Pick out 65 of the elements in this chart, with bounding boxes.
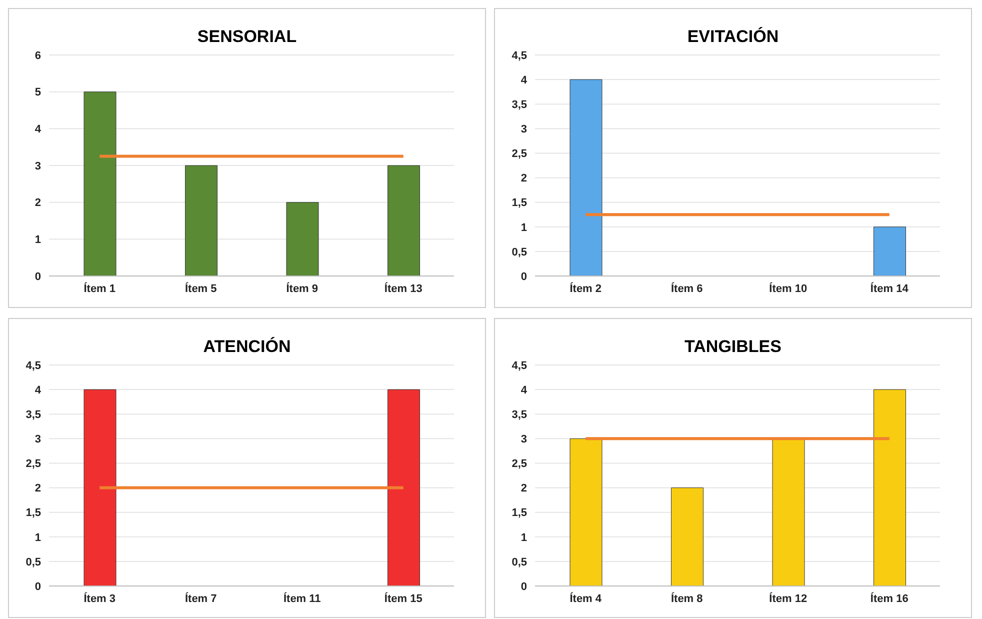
y-tick-label: 3 (520, 124, 527, 136)
y-tick-label: 1,5 (512, 507, 527, 520)
y-tick-label: 2 (34, 197, 41, 210)
x-tick-label: Ítem 4 (570, 592, 602, 605)
y-tick-label: 0 (520, 580, 527, 593)
x-tick-label: Ítem 15 (384, 592, 422, 605)
y-tick-label: 2 (520, 482, 527, 495)
x-tick-label: Ítem 2 (570, 282, 602, 295)
y-tick-label: 3,5 (26, 409, 41, 422)
y-tick-label: 2 (34, 482, 41, 495)
y-tick-label: 4,5 (512, 360, 527, 372)
y-tick-label: 5 (34, 86, 41, 99)
y-tick-label: 0,5 (512, 246, 527, 258)
x-tick-label: Ítem 3 (84, 592, 116, 605)
y-tick-label: 6 (34, 50, 41, 62)
y-tick-label: 1,5 (26, 507, 41, 520)
x-tick-label: Ítem 7 (184, 592, 217, 605)
y-tick-label: 1 (520, 222, 527, 234)
y-tick-label: 0 (520, 270, 527, 283)
x-tick-label: Ítem 5 (184, 282, 217, 295)
y-tick-label: 4 (34, 124, 42, 136)
y-tick-label: 3,5 (512, 409, 527, 422)
y-tick-label: 3 (34, 160, 41, 172)
y-tick-label: 3 (34, 434, 41, 446)
y-tick-label: 4 (520, 74, 528, 86)
bar (671, 488, 704, 586)
bar (388, 165, 420, 276)
y-tick-label: 0 (34, 580, 41, 593)
x-tick-label: Ítem 8 (670, 592, 703, 605)
bar (185, 165, 218, 276)
y-tick-label: 4,5 (512, 50, 527, 62)
x-tick-label: Ítem 10 (769, 282, 808, 295)
x-tick-label: Ítem 11 (283, 592, 321, 605)
y-tick-label: 4 (520, 384, 528, 396)
x-tick-label: Ítem 1 (84, 282, 116, 295)
y-tick-label: 2,5 (512, 458, 527, 470)
x-tick-label: Ítem 13 (384, 282, 422, 295)
x-tick-label: Ítem 9 (286, 282, 318, 295)
bar (84, 92, 116, 276)
y-tick-label: 4,5 (26, 360, 41, 372)
chart-title: TANGIBLES (684, 337, 782, 357)
bar (874, 389, 906, 586)
y-tick-label: 4 (34, 384, 42, 396)
y-tick-label: 2 (520, 172, 527, 185)
chart-title: SENSORIAL (196, 27, 298, 47)
bar (570, 438, 602, 586)
y-tick-label: 2,5 (512, 148, 527, 160)
y-tick-label: 3 (520, 434, 527, 446)
chart-title: ATENCIÓN (202, 337, 292, 357)
y-tick-label: 0 (34, 270, 41, 283)
y-tick-label: 1 (34, 532, 41, 544)
y-tick-label: 1 (34, 234, 41, 246)
y-tick-label: 0,5 (26, 556, 41, 568)
y-tick-label: 0,5 (512, 556, 527, 568)
bar (286, 202, 319, 276)
y-tick-label: 3,5 (512, 99, 527, 112)
x-tick-label: Ítem 12 (769, 592, 808, 605)
y-tick-label: 2,5 (26, 458, 41, 470)
bar (772, 438, 805, 586)
chart-title: EVITACIÓN (686, 27, 780, 47)
y-tick-label: 1 (520, 532, 527, 544)
x-tick-label: Ítem 14 (870, 282, 910, 295)
y-tick-label: 1,5 (512, 197, 527, 210)
x-tick-label: Ítem 16 (870, 592, 908, 605)
x-tick-label: Ítem 6 (670, 282, 703, 295)
